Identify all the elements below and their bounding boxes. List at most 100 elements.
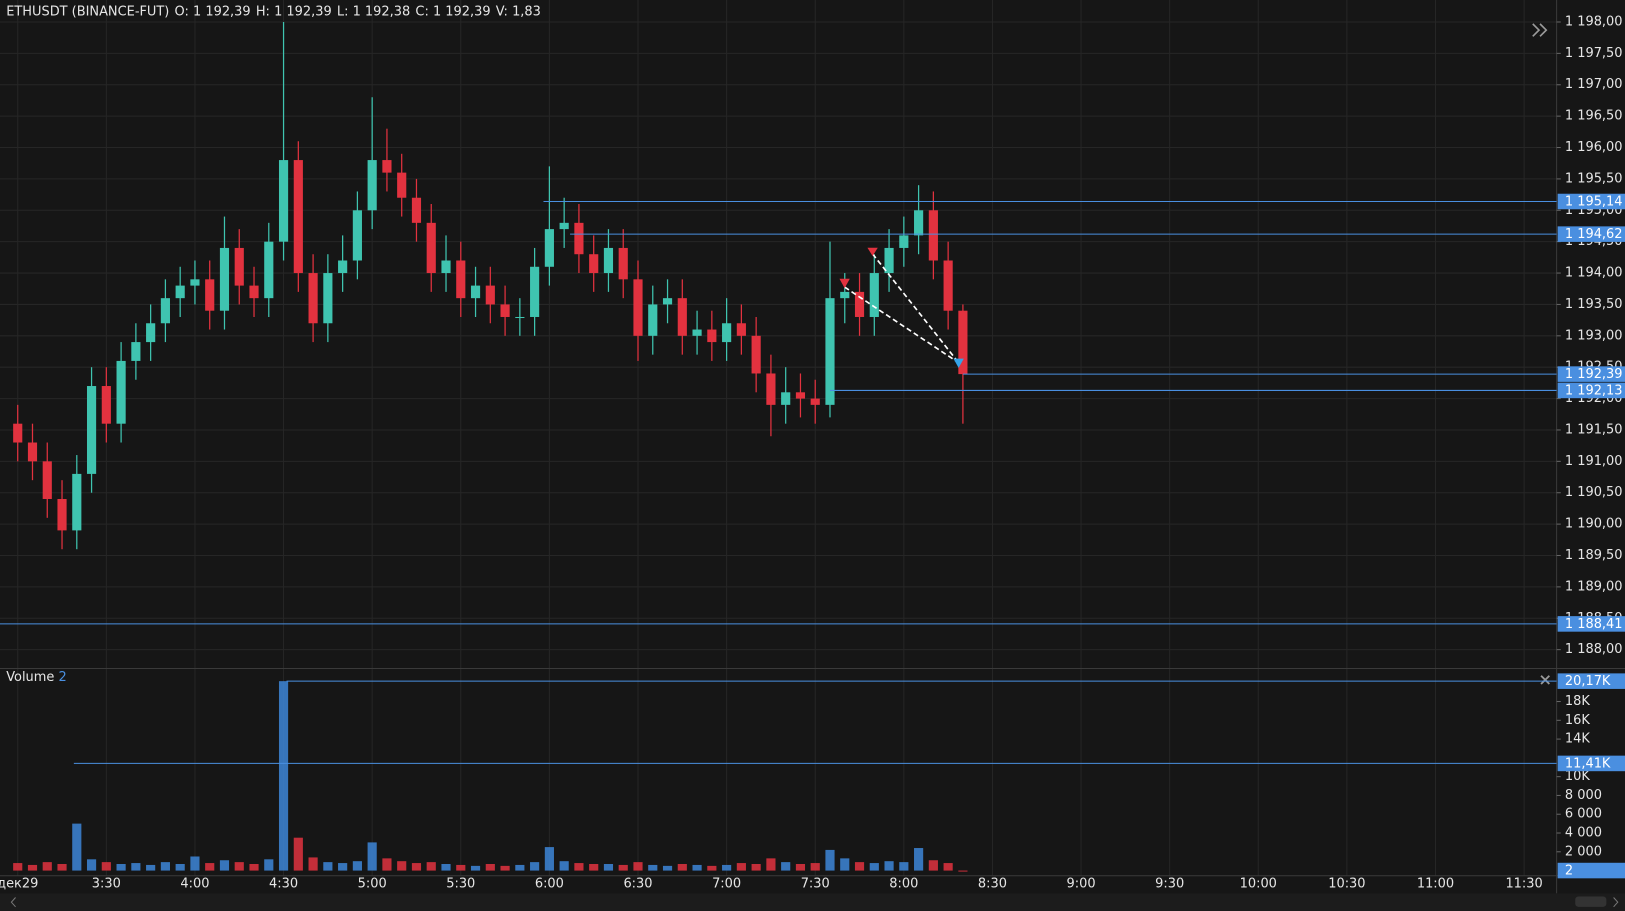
x-tick-label: 11:30 [1505, 877, 1542, 892]
level-tag [1557, 673, 1625, 689]
x-tick-label: 7:30 [801, 877, 830, 892]
y-tick-label: 18K [1565, 694, 1590, 709]
candle-body [441, 260, 451, 274]
candle-body [943, 260, 953, 311]
candle-body [323, 273, 333, 324]
y-tick-label: 1 196,50 [1565, 109, 1623, 124]
volume-bar [57, 864, 67, 871]
level-tag [1557, 226, 1625, 242]
volume-bar [470, 865, 481, 871]
volume-bar [781, 862, 791, 871]
scroll-left[interactable] [10, 897, 16, 908]
y-tick-label: 1 190,00 [1565, 517, 1623, 532]
candle-body [146, 323, 156, 343]
x-tick-label: 10:30 [1328, 877, 1365, 892]
candle-body [382, 160, 392, 173]
volume-bar [278, 681, 289, 871]
y-tick-label: 4 000 [1565, 826, 1602, 841]
candle-body [160, 298, 170, 324]
candle-body [397, 172, 407, 198]
ohlcv-key: L: [337, 4, 349, 19]
volume-bar [530, 862, 540, 871]
y-tick-label: 10K [1565, 769, 1590, 784]
x-tick-label: 4:30 [269, 877, 298, 892]
candle-body [42, 461, 52, 500]
volume-tag-label: 2 [1565, 864, 1573, 879]
volume-bar [515, 864, 525, 871]
candle-body [648, 304, 658, 336]
y-tick-label: 1 188,00 [1565, 642, 1623, 657]
scrollbar[interactable] [0, 893, 1625, 911]
x-tick-label: 4:00 [180, 877, 209, 892]
volume-bar [175, 864, 185, 871]
y-tick-label: 8 000 [1565, 788, 1602, 803]
x-tick-label: 9:30 [1155, 877, 1184, 892]
level-tag [1557, 755, 1625, 772]
candle-body [293, 160, 303, 274]
level-label: 1 195,14 [1565, 195, 1623, 210]
y-tick-label: 2 000 [1565, 844, 1602, 859]
volume-bar [131, 863, 141, 871]
candle-body [367, 160, 377, 211]
close-pane-button[interactable] [1540, 675, 1551, 685]
volume-bar [101, 862, 111, 871]
volume-legend: Volume 2 [6, 669, 67, 684]
y-tick-label: 1 194,00 [1565, 266, 1623, 281]
volume-bar [160, 862, 170, 871]
candle-body [574, 222, 584, 255]
volume-bar [928, 860, 938, 871]
volume-bar [234, 862, 244, 871]
expand-button[interactable] [1532, 23, 1548, 37]
volume-bar [854, 862, 865, 871]
volume-bar [574, 863, 584, 871]
candle-body [175, 285, 185, 299]
volume-bar [884, 861, 894, 871]
volume-bar [589, 864, 599, 871]
volume-bar [722, 864, 732, 871]
volume-bar [86, 859, 97, 871]
candle-body [72, 473, 82, 531]
candle-body [795, 392, 806, 399]
volume-bar [441, 864, 451, 871]
drawing-line [871, 253, 960, 364]
symbol: ETHUSDT (BINANCE-FUT) [6, 4, 169, 19]
x-tick-label: 8:00 [889, 877, 918, 892]
candle-body [884, 247, 894, 274]
candle-body [840, 291, 850, 299]
volume-bar [146, 864, 156, 871]
volume-bar [338, 863, 348, 871]
volume-bar [795, 864, 806, 871]
x-tick-label: 5:00 [358, 877, 387, 892]
level-tag [1557, 382, 1625, 399]
candle-body [101, 386, 111, 424]
y-tick-label: 1 191,00 [1565, 454, 1623, 469]
candle-body [57, 499, 67, 531]
volume-bar [411, 863, 422, 871]
volume-bar [352, 861, 362, 871]
y-tick-label: 1 195,50 [1565, 171, 1623, 186]
candle-body [869, 273, 879, 317]
volume-bar [559, 861, 569, 871]
volume-bar [72, 823, 82, 871]
volume-bar [618, 864, 628, 871]
scroll-right[interactable] [1613, 897, 1619, 908]
x-tick-label: 11:00 [1417, 877, 1454, 892]
candle-body [485, 285, 495, 305]
level-label: 1 194,62 [1565, 227, 1623, 242]
volume-bar [869, 863, 879, 871]
y-tick-label: 1 193,50 [1565, 297, 1623, 312]
buy-marker [953, 358, 964, 368]
candle-body [914, 210, 924, 236]
volume-bar [810, 863, 820, 871]
level-tag [1557, 366, 1625, 382]
scroll-thumb[interactable] [1575, 896, 1607, 907]
sell-marker [867, 247, 878, 257]
volume-bar [707, 865, 717, 871]
volume-bar [633, 862, 643, 871]
volume-bar [751, 864, 761, 871]
x-tick-label: дек29 [0, 877, 38, 892]
level-label: 20,17K [1565, 674, 1611, 689]
